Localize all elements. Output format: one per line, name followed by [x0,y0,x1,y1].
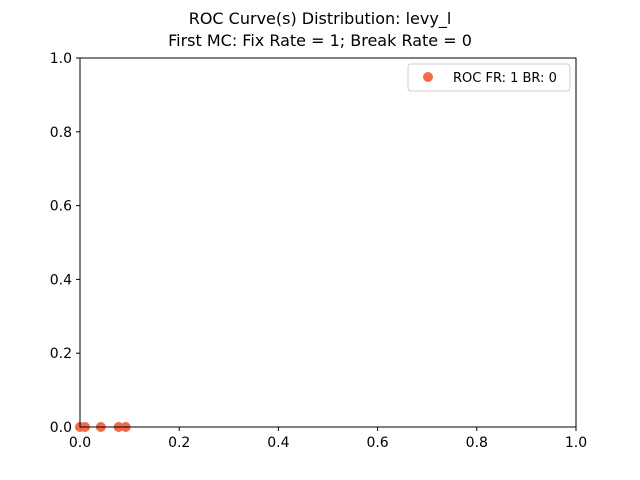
plot-frame [79,57,577,428]
legend-label: ROC FR: 1 BR: 0 [453,71,557,86]
legend-box [407,63,571,92]
y-tick-label: 0.8 [50,125,72,141]
legend-marker [423,72,433,82]
legend: ROC FR: 1 BR: 0 [407,63,571,92]
y-tick-label: 1.0 [50,51,72,67]
y-tick-label: 0.0 [50,420,72,436]
x-tick-label: 0.4 [267,435,289,451]
x-tick-label: 0.0 [69,435,91,451]
chart-subtitle: First MC: Fix Rate = 1; Break Rate = 0 [168,31,472,50]
y-tick-label: 0.2 [50,346,72,362]
y-axis: 0.0 0.2 0.4 0.6 0.8 1.0 [50,51,80,436]
chart-title: ROC Curve(s) Distribution: levy_l [189,9,452,29]
y-tick-label: 0.6 [50,199,72,215]
x-axis: 0.0 0.2 0.4 0.6 0.8 1.0 [69,427,587,451]
x-tick-label: 0.8 [466,435,488,451]
x-tick-label: 1.0 [565,435,587,451]
x-tick-label: 0.2 [168,435,190,451]
y-tick-label: 0.4 [50,272,72,288]
x-tick-label: 0.6 [366,435,388,451]
